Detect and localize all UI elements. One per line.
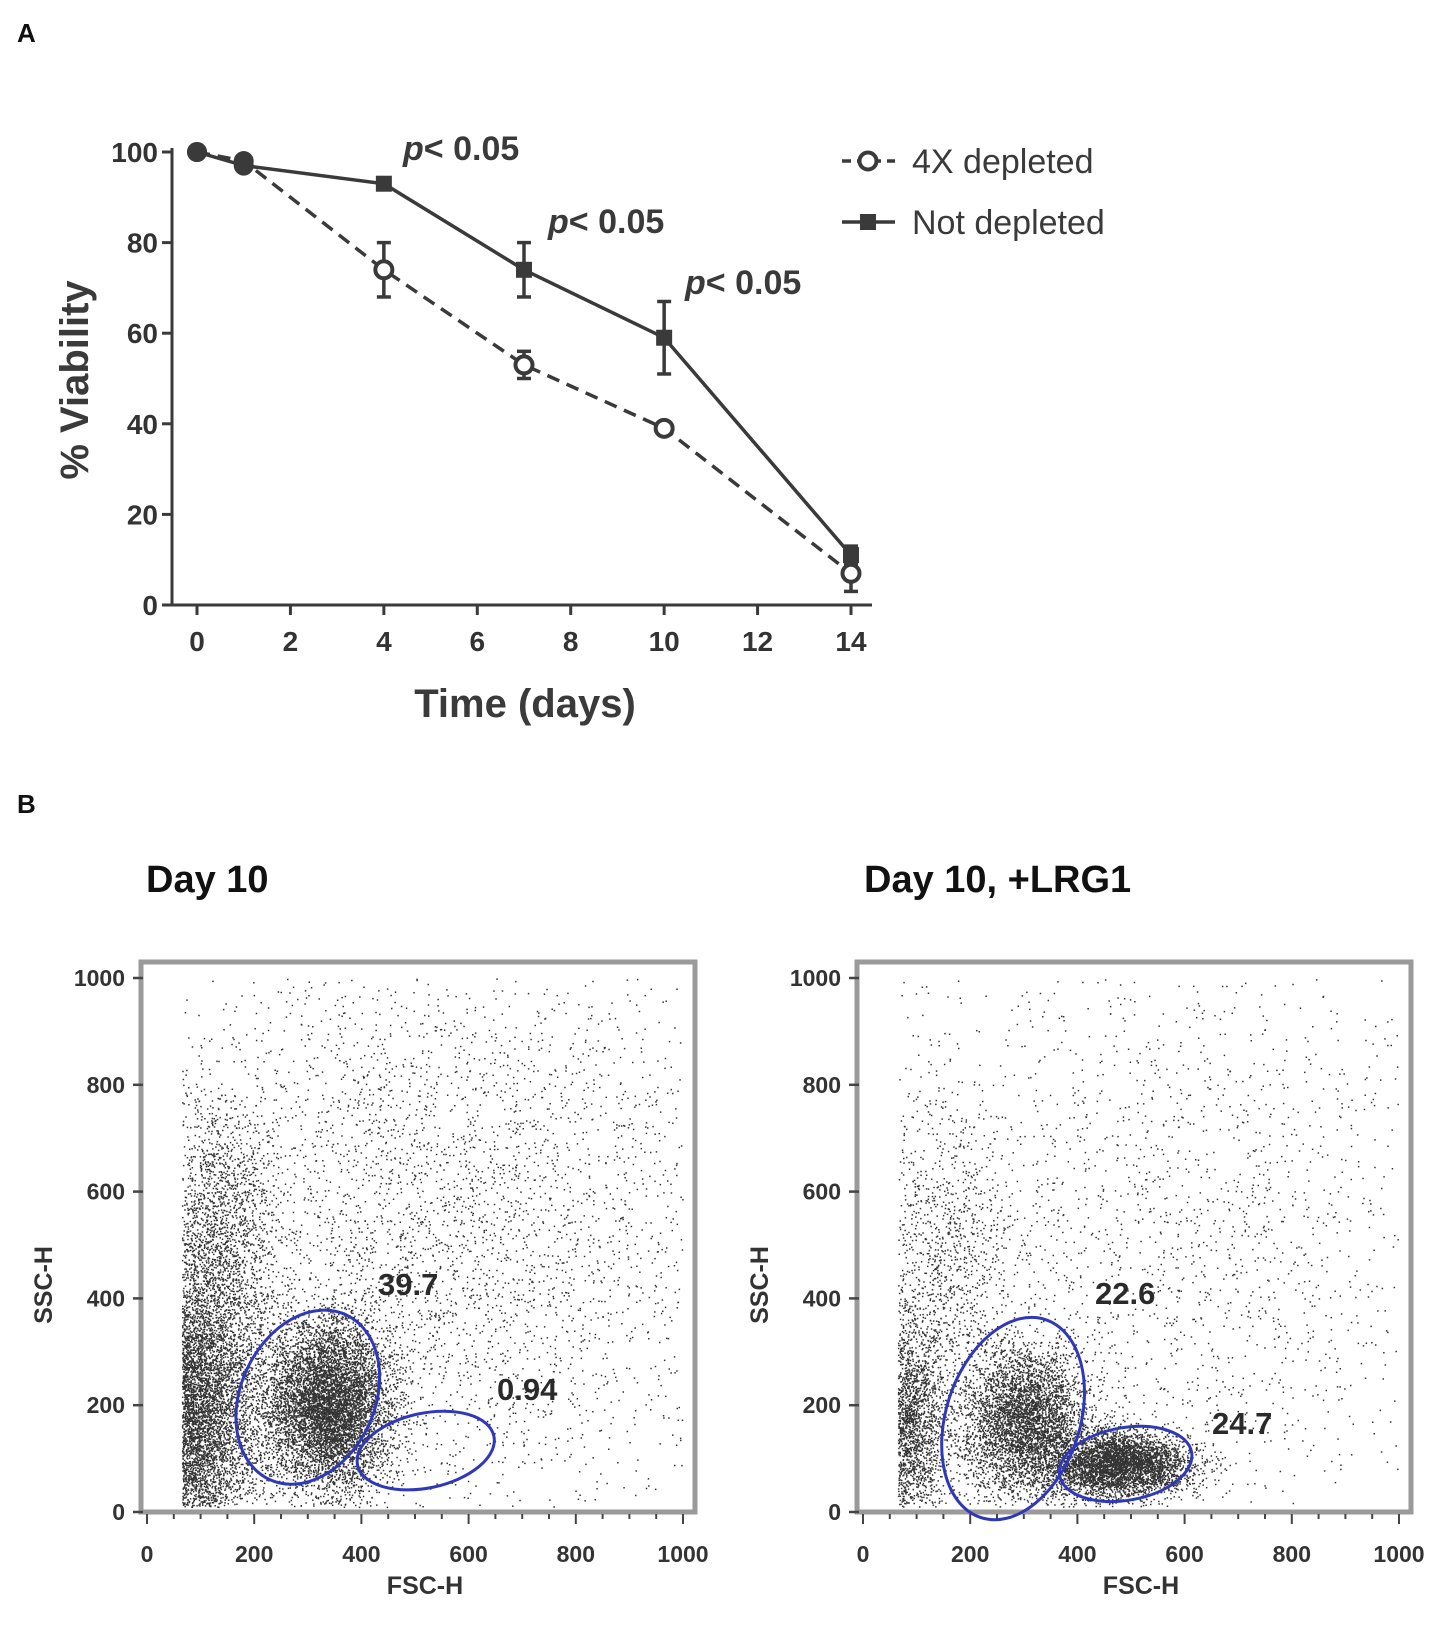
x-tick-label: 14	[835, 626, 867, 657]
y-tick-label: 800	[803, 1072, 841, 1098]
x-tick-label: 12	[742, 626, 773, 657]
y-tick-label: 40	[127, 409, 158, 440]
x-axis-title: FSC-H	[387, 1572, 463, 1600]
y-tick-label: 80	[127, 228, 158, 259]
data-point	[513, 354, 535, 376]
significance-annotations: p< 0.05p< 0.05p< 0.05	[402, 130, 801, 302]
y-tick-label: 100	[111, 137, 158, 168]
data-point	[373, 259, 395, 281]
x-tick-label: 0	[189, 626, 205, 657]
panel-label-a: A	[17, 18, 36, 48]
legend-swatch-marker	[857, 150, 879, 172]
y-tick-label: 0	[142, 590, 158, 621]
gate-ellipse	[1057, 1424, 1194, 1504]
data-point	[233, 155, 254, 176]
y-axis-title: % Viability	[53, 280, 97, 480]
gate-percentage-label: 39.7	[378, 1267, 438, 1302]
data-point	[187, 142, 207, 162]
p-symbol: p	[547, 203, 569, 241]
x-tick-label: 0	[141, 1541, 154, 1567]
x-tick-label: 600	[449, 1541, 487, 1567]
y-tick-label: 600	[803, 1179, 841, 1205]
p-symbol: p	[402, 130, 424, 168]
x-tick-label: 1000	[1373, 1541, 1424, 1567]
y-axis-title: SSC-H	[30, 1246, 58, 1324]
viability-axes	[162, 148, 872, 615]
y-tick-label: 0	[112, 1499, 125, 1525]
x-tick-label: 10	[649, 626, 680, 657]
data-point	[375, 175, 392, 192]
plot-frame	[854, 959, 1414, 1515]
legend-label: 4X depleted	[912, 143, 1094, 181]
x-axis-title: Time (days)	[414, 682, 636, 726]
y-tick-label: 1000	[74, 965, 125, 991]
x-tick-label: 400	[1058, 1541, 1096, 1567]
data-point	[516, 261, 532, 278]
y-tick-label: 400	[803, 1285, 841, 1311]
p-threshold: < 0.05	[569, 203, 664, 241]
x-tick-label: 8	[563, 626, 579, 657]
y-axis-title: SSC-H	[746, 1246, 774, 1324]
x-axis-title: FSC-H	[1103, 1572, 1179, 1600]
y-tick-label: 400	[87, 1285, 125, 1311]
x-tick-label: 2	[283, 626, 299, 657]
y-tick-label: 600	[87, 1179, 125, 1205]
flow-plot-1-title: Day 10	[146, 859, 269, 901]
p-threshold: < 0.05	[706, 264, 801, 302]
legend: 4X depleted Not depleted	[842, 143, 1105, 242]
flow-plot-day10: 0 200 400 600 800 1000 0 200 400 600 800 1000 FSC-H S…	[30, 959, 709, 1600]
p-threshold: < 0.05	[424, 130, 519, 168]
panel-label-b: B	[17, 789, 36, 819]
plot-frame	[138, 959, 698, 1515]
p-value-annotation: p< 0.05	[684, 264, 801, 302]
p-symbol: p	[684, 264, 706, 302]
data-point	[656, 329, 673, 346]
y-tick-label: 60	[127, 318, 158, 349]
x-tick-label: 800	[557, 1541, 595, 1567]
flow-plot-day10-lrg1: 0 200 400 600 800 1000 0 200 400 600 800 1000 FSC-H S…	[746, 959, 1425, 1600]
x-tick-label: 600	[1165, 1541, 1203, 1567]
x-tick-label: 400	[342, 1541, 380, 1567]
x-tick-label: 4	[376, 626, 392, 657]
event-dots	[897, 979, 1399, 1508]
gate-ellipse	[940, 1315, 1086, 1522]
y-tick-label: 800	[87, 1072, 125, 1098]
gate-ellipse	[355, 1409, 496, 1492]
event-dots	[181, 978, 684, 1509]
p-value-annotation: p< 0.05	[547, 203, 664, 241]
x-tick-label: 200	[235, 1541, 273, 1567]
y-tick-label: 200	[803, 1392, 841, 1418]
x-tick-label: 200	[951, 1541, 989, 1567]
x-tick-label: 0	[857, 1541, 870, 1567]
y-tick-label: 1000	[790, 965, 841, 991]
data-point	[653, 417, 675, 439]
viability-series	[187, 142, 862, 594]
gate-percentage-label: 0.94	[497, 1372, 558, 1407]
viability-tick-labels: 0 20 40 60 80 100 0 2 4 6 8 10 12 14	[111, 137, 867, 657]
x-tick-label: 6	[469, 626, 485, 657]
flow-plot-2-title: Day 10, +LRG1	[864, 859, 1131, 901]
x-tick-label: 800	[1273, 1541, 1311, 1567]
x-tick-label: 1000	[657, 1541, 708, 1567]
legend-swatch-marker	[860, 214, 876, 230]
y-tick-label: 20	[127, 499, 158, 530]
p-value-annotation: p< 0.05	[402, 130, 519, 168]
gate-ellipse	[234, 1308, 382, 1486]
gate-percentage-label: 22.6	[1095, 1276, 1155, 1311]
data-point	[843, 547, 859, 564]
y-tick-label: 200	[87, 1392, 125, 1418]
event-dot-cloud	[897, 979, 1399, 1508]
event-dot-cloud	[181, 978, 684, 1509]
data-point	[840, 562, 862, 584]
y-tick-label: 0	[828, 1499, 841, 1525]
legend-label: Not depleted	[912, 204, 1105, 242]
gate-percentage-label: 24.7	[1212, 1406, 1272, 1441]
